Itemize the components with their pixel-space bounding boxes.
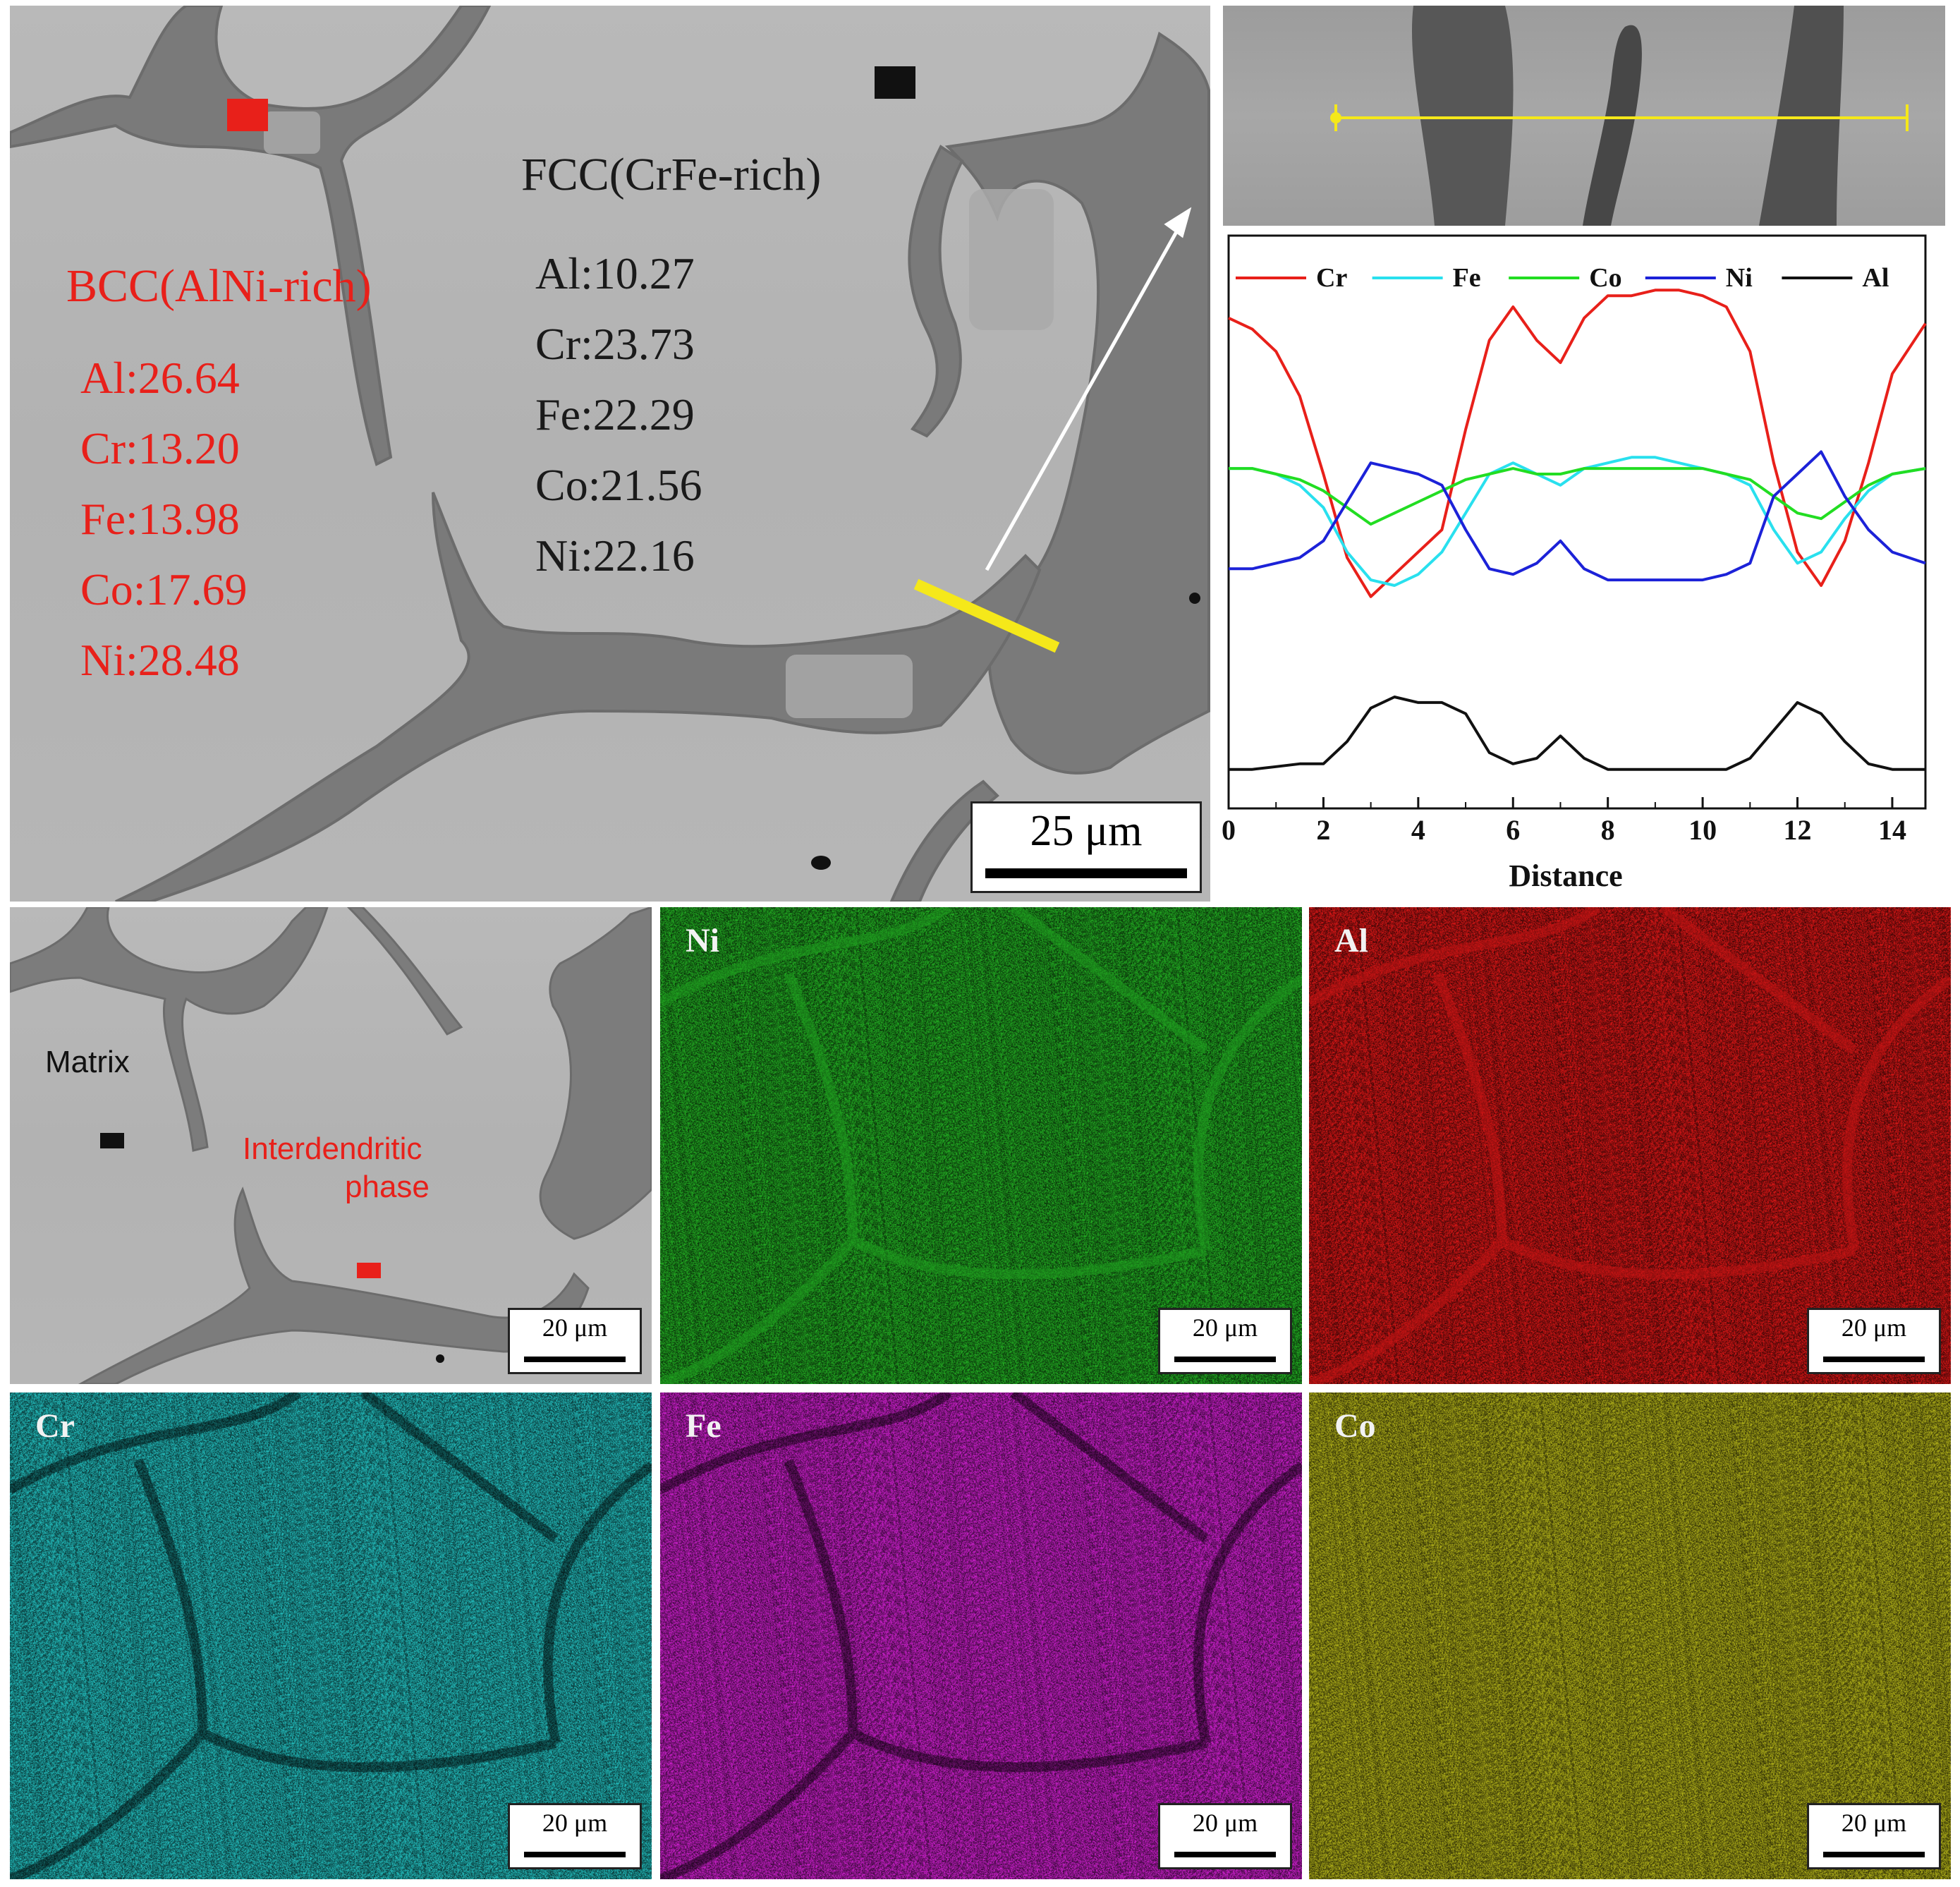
legend-label-al: Al bbox=[1862, 263, 1889, 293]
legend-label-co: Co bbox=[1589, 263, 1621, 293]
legend-label-cr: Cr bbox=[1316, 263, 1347, 293]
matrix-label: Matrix bbox=[45, 1045, 130, 1079]
al-map-scale-label: 20 μm bbox=[1841, 1313, 1907, 1342]
eds-sem-scale-bar: 20 μm bbox=[508, 1308, 642, 1374]
eds-sem-scale-label: 20 μm bbox=[542, 1313, 608, 1342]
fcc-marker bbox=[875, 66, 915, 99]
cr-map-scale-label: 20 μm bbox=[542, 1809, 608, 1837]
map-texture bbox=[1309, 1393, 1951, 1879]
main-sem-image: BCC(AlNi-rich) Al:26.64 Cr:13.20 Fe:13.9… bbox=[10, 6, 1210, 902]
main-scale-label: 25 μm bbox=[1030, 807, 1143, 855]
ni-map-label: Ni bbox=[686, 922, 719, 959]
inset-image bbox=[1330, 6, 1909, 226]
series-line-fe bbox=[1229, 456, 1926, 587]
sem-microstructure bbox=[10, 6, 1210, 902]
bcc-fe: Fe:13.98 bbox=[80, 494, 240, 544]
map-texture bbox=[1309, 907, 1951, 1384]
cr-map: Cr 20 μm bbox=[10, 1393, 652, 1879]
x-tick-label: 12 bbox=[1784, 814, 1812, 846]
eds-sem-image: Matrix Interdendritic phase 20 μm bbox=[10, 907, 652, 1384]
bcc-co: Co:17.69 bbox=[80, 564, 248, 614]
profile-svg: 0 2 4 6 8 10 12 14 Cr Fe Co Ni Al Distance bbox=[1222, 234, 1927, 893]
co-map: Co 20 μm bbox=[1309, 1393, 1951, 1879]
fe-map-label: Fe bbox=[686, 1407, 722, 1445]
matrix-marker bbox=[100, 1133, 124, 1148]
al-map-scale-bar: 20 μm bbox=[1807, 1308, 1941, 1374]
fe-map-scale-label: 20 μm bbox=[1192, 1809, 1258, 1837]
map-texture bbox=[10, 1393, 652, 1879]
series-line-al bbox=[1229, 696, 1925, 771]
co-map-scale-bar: 20 μm bbox=[1807, 1803, 1941, 1869]
interdendritic-label-2: phase bbox=[345, 1170, 430, 1204]
line-profile-chart: 0 2 4 6 8 10 12 14 Cr Fe Co Ni Al Distance bbox=[1213, 230, 1960, 902]
bcc-cr: Cr:13.20 bbox=[80, 423, 240, 473]
fcc-al: Al:10.27 bbox=[535, 248, 695, 298]
x-axis-label: Distance bbox=[1509, 858, 1622, 893]
legend-label-fe: Fe bbox=[1453, 263, 1481, 293]
x-tick-label: 2 bbox=[1316, 814, 1330, 846]
bcc-al: Al:26.64 bbox=[80, 353, 240, 403]
line-scan-inset bbox=[1223, 6, 1945, 226]
x-tick-label: 10 bbox=[1688, 814, 1717, 846]
x-tick-label: 6 bbox=[1506, 814, 1520, 846]
ni-map: Ni 20 μm bbox=[660, 907, 1302, 1384]
bcc-title: BCC(AlNi-rich) bbox=[66, 260, 372, 312]
fcc-co: Co:21.56 bbox=[535, 460, 702, 510]
plot-frame-rect bbox=[1227, 234, 1927, 810]
ni-map-scale-bar: 20 μm bbox=[1158, 1308, 1292, 1374]
legend-label-ni: Ni bbox=[1726, 263, 1753, 293]
al-map: Al 20 μm bbox=[1309, 907, 1951, 1384]
fcc-ni: Ni:22.16 bbox=[535, 530, 695, 581]
map-texture bbox=[660, 1393, 1302, 1879]
x-tick-label: 8 bbox=[1601, 814, 1615, 846]
bcc-marker bbox=[227, 99, 268, 131]
x-tick-label: 14 bbox=[1878, 814, 1906, 846]
fcc-fe: Fe:22.29 bbox=[535, 389, 695, 439]
pointer-arrow bbox=[985, 223, 1183, 571]
fe-map: Fe 20 μm bbox=[660, 1393, 1302, 1879]
x-tick-label: 0 bbox=[1222, 814, 1236, 846]
fcc-title: FCC(CrFe-rich) bbox=[521, 149, 822, 200]
main-scale-bar: 25 μm bbox=[970, 801, 1202, 893]
fe-map-scale-bar: 20 μm bbox=[1158, 1803, 1292, 1869]
interdendritic-label-1: Interdendritic bbox=[243, 1131, 422, 1166]
line-scan-marker bbox=[913, 578, 1060, 653]
series-line-co bbox=[1229, 467, 1926, 526]
fcc-cr: Cr:23.73 bbox=[535, 319, 695, 369]
cr-map-scale-bar: 20 μm bbox=[508, 1803, 642, 1869]
map-texture bbox=[660, 907, 1302, 1384]
cr-map-label: Cr bbox=[35, 1407, 75, 1445]
ni-map-scale-label: 20 μm bbox=[1192, 1313, 1258, 1342]
co-map-label: Co bbox=[1334, 1407, 1376, 1445]
co-map-scale-label: 20 μm bbox=[1841, 1809, 1907, 1837]
interdendritic-marker bbox=[357, 1263, 381, 1278]
series-line-ni bbox=[1229, 450, 1926, 582]
eds-sem-microstructure bbox=[10, 907, 652, 1384]
bcc-ni: Ni:28.48 bbox=[80, 635, 240, 685]
al-map-label: Al bbox=[1334, 922, 1368, 959]
x-tick-label: 4 bbox=[1411, 814, 1425, 846]
